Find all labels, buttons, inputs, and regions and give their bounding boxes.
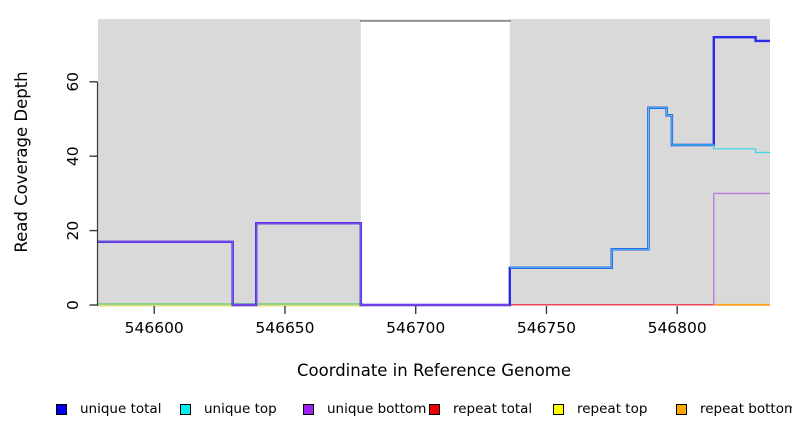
y-tick-label: 0 (64, 300, 82, 310)
legend-swatch-repeat-bottom-icon (676, 403, 687, 415)
legend-swatch-unique-bottom-icon (303, 403, 314, 415)
y-tick-label: 60 (64, 72, 82, 92)
x-tick-label: 546650 (255, 319, 314, 337)
unique-bottom-line-right (713, 192, 770, 305)
legend-item-repeat-top: repeat top (553, 400, 647, 418)
legend-item-unique-total: unique total (56, 400, 161, 418)
legend-item-repeat-bottom: repeat bottom (676, 400, 792, 418)
x-tick-label: 546800 (648, 319, 707, 337)
legend-label: unique total (80, 401, 162, 417)
legend-swatch-unique-total-icon (56, 403, 67, 415)
y-axis-title: Read Coverage Depth (12, 71, 31, 253)
x-tick-label: 546600 (125, 319, 184, 337)
x-axis-title: Coordinate in Reference Genome (296, 361, 572, 380)
unique-top-line (509, 107, 770, 269)
x-tick-label: 546700 (386, 319, 445, 337)
y-tick-label: 20 (64, 221, 82, 241)
legend-swatch-unique-top-icon (180, 403, 191, 415)
coverage-plot-canvas: 546600 546650 546700 546750 546800 0 20 40 60 (64, 19, 770, 337)
masked-repeat-region (360, 19, 510, 305)
legend-item-unique-bottom: unique bottom (303, 400, 426, 418)
unique-bottom-line-left (98, 222, 510, 306)
legend-label: repeat bottom (700, 401, 792, 417)
legend-label: unique top (204, 401, 277, 417)
legend-label: unique bottom (327, 401, 427, 417)
legend-swatch-repeat-total-icon (429, 403, 440, 415)
legend-item-unique-top: unique top (180, 400, 277, 418)
legend: unique total unique top unique bottom re… (0, 400, 792, 424)
legend-label: repeat top (577, 401, 648, 417)
legend-swatch-repeat-top-icon (553, 403, 564, 415)
y-tick-label: 40 (64, 146, 82, 166)
legend-label: repeat total (453, 401, 533, 417)
legend-item-repeat-total: repeat total (429, 400, 532, 418)
x-tick-label: 546750 (517, 319, 576, 337)
